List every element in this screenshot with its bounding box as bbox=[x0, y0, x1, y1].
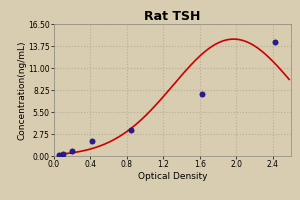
Title: Rat TSH: Rat TSH bbox=[144, 10, 201, 23]
Point bbox=[199, 92, 204, 95]
Y-axis label: Concentration(ng/mL): Concentration(ng/mL) bbox=[18, 40, 27, 140]
Point bbox=[61, 152, 65, 155]
Point bbox=[129, 128, 134, 131]
Point bbox=[70, 149, 75, 152]
Point bbox=[90, 139, 95, 142]
Point bbox=[56, 154, 61, 157]
Point bbox=[272, 41, 277, 44]
X-axis label: Optical Density: Optical Density bbox=[138, 172, 207, 181]
